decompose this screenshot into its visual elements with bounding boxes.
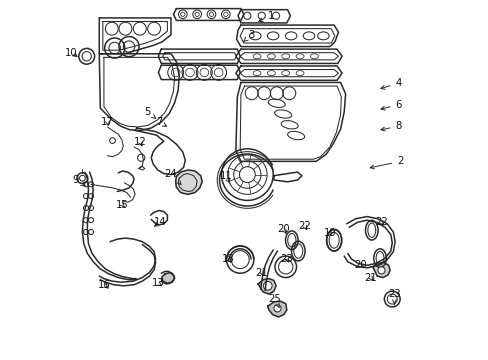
Text: 20: 20: [277, 225, 290, 234]
Text: 24: 24: [164, 168, 181, 185]
Circle shape: [377, 267, 384, 274]
Polygon shape: [267, 301, 286, 317]
Text: 3: 3: [243, 30, 254, 41]
Polygon shape: [175, 170, 202, 194]
Polygon shape: [372, 262, 389, 278]
Text: 12: 12: [134, 138, 146, 147]
Text: 1: 1: [258, 11, 274, 22]
Text: 25: 25: [268, 294, 281, 307]
Text: 19: 19: [323, 228, 336, 238]
Text: 9: 9: [73, 175, 85, 186]
Text: 15: 15: [116, 200, 129, 210]
Text: 22: 22: [374, 217, 387, 227]
Text: 11: 11: [219, 171, 232, 184]
Text: 16: 16: [97, 280, 110, 290]
Text: 21: 21: [364, 273, 376, 283]
Text: 14: 14: [154, 217, 166, 227]
Text: 23: 23: [387, 289, 400, 305]
Text: 5: 5: [143, 107, 156, 118]
Circle shape: [273, 305, 281, 312]
Text: 18: 18: [222, 254, 234, 264]
Text: 21: 21: [255, 267, 267, 278]
Text: 2: 2: [369, 156, 403, 169]
Text: 4: 4: [380, 78, 401, 89]
Polygon shape: [258, 279, 276, 294]
Text: 23: 23: [280, 254, 292, 264]
Text: 8: 8: [380, 121, 401, 131]
Polygon shape: [162, 273, 174, 283]
Text: 17: 17: [101, 117, 114, 127]
Circle shape: [263, 282, 271, 290]
Text: 6: 6: [380, 100, 401, 110]
Text: 7: 7: [156, 117, 166, 127]
Text: 20: 20: [354, 260, 366, 270]
Text: 13: 13: [151, 278, 163, 288]
Text: 10: 10: [65, 48, 78, 58]
Text: 22: 22: [298, 221, 310, 231]
